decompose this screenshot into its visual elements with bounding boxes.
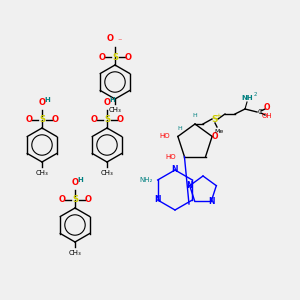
Text: O: O bbox=[91, 116, 98, 124]
Text: O: O bbox=[264, 103, 270, 112]
Text: N: N bbox=[154, 196, 161, 205]
Text: O: O bbox=[124, 52, 131, 62]
Text: S: S bbox=[104, 116, 110, 124]
Text: O: O bbox=[85, 196, 92, 205]
Text: N: N bbox=[186, 181, 193, 190]
Text: CH₃: CH₃ bbox=[69, 250, 81, 256]
Text: OH: OH bbox=[262, 113, 272, 119]
Text: +: + bbox=[215, 113, 221, 119]
Text: HO: HO bbox=[166, 154, 176, 160]
Text: O: O bbox=[38, 98, 46, 107]
Text: O: O bbox=[52, 116, 58, 124]
Text: H: H bbox=[193, 113, 197, 118]
Text: S: S bbox=[212, 115, 218, 124]
Text: 2: 2 bbox=[253, 92, 257, 97]
Text: O: O bbox=[58, 196, 65, 205]
Text: Me: Me bbox=[214, 129, 224, 134]
Text: CH₃: CH₃ bbox=[100, 170, 113, 176]
Text: H: H bbox=[109, 97, 115, 103]
Text: O: O bbox=[103, 98, 110, 107]
Text: O: O bbox=[71, 178, 79, 187]
Text: C: C bbox=[258, 109, 262, 115]
Text: NH: NH bbox=[241, 95, 253, 101]
Text: O: O bbox=[26, 116, 32, 124]
Text: ⁻: ⁻ bbox=[117, 36, 122, 45]
Text: S: S bbox=[72, 196, 78, 205]
Text: CH₃: CH₃ bbox=[36, 170, 48, 176]
Text: S: S bbox=[39, 116, 45, 124]
Text: H: H bbox=[77, 177, 83, 183]
Text: N: N bbox=[172, 166, 178, 175]
Text: CH₃: CH₃ bbox=[109, 107, 122, 113]
Text: N: N bbox=[208, 197, 214, 206]
Text: H: H bbox=[178, 126, 182, 131]
Text: HO: HO bbox=[159, 134, 170, 140]
Text: O: O bbox=[116, 116, 124, 124]
Text: O: O bbox=[106, 34, 113, 43]
Text: O: O bbox=[212, 132, 218, 141]
Text: H: H bbox=[44, 97, 50, 103]
Text: S: S bbox=[112, 52, 118, 62]
Text: NH₂: NH₂ bbox=[140, 177, 153, 183]
Text: O: O bbox=[98, 52, 106, 62]
